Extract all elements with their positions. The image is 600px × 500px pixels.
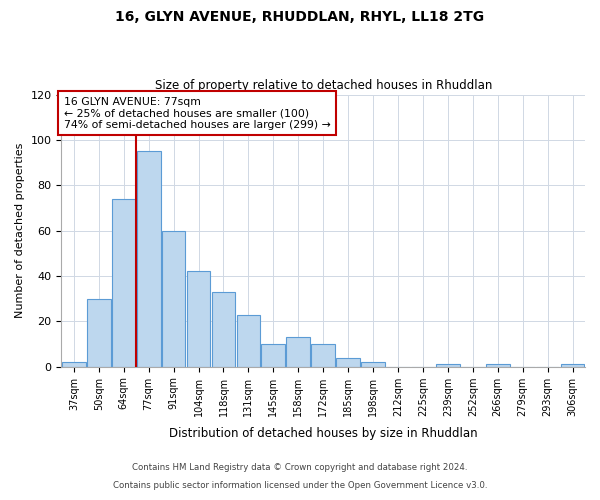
Bar [137, 151, 161, 366]
Bar [336, 358, 360, 366]
Bar [87, 298, 110, 366]
Bar [212, 292, 235, 366]
Bar [187, 272, 211, 366]
Bar [236, 314, 260, 366]
Bar [361, 362, 385, 366]
Bar [286, 337, 310, 366]
Y-axis label: Number of detached properties: Number of detached properties [15, 143, 25, 318]
Bar [162, 230, 185, 366]
Text: Contains public sector information licensed under the Open Government Licence v3: Contains public sector information licen… [113, 481, 487, 490]
Bar [436, 364, 460, 366]
Bar [560, 364, 584, 366]
Title: Size of property relative to detached houses in Rhuddlan: Size of property relative to detached ho… [155, 79, 492, 92]
Bar [262, 344, 285, 366]
Text: Contains HM Land Registry data © Crown copyright and database right 2024.: Contains HM Land Registry data © Crown c… [132, 464, 468, 472]
Bar [62, 362, 86, 366]
Bar [112, 199, 136, 366]
Bar [311, 344, 335, 366]
Text: 16 GLYN AVENUE: 77sqm
← 25% of detached houses are smaller (100)
74% of semi-det: 16 GLYN AVENUE: 77sqm ← 25% of detached … [64, 97, 331, 130]
X-axis label: Distribution of detached houses by size in Rhuddlan: Distribution of detached houses by size … [169, 427, 478, 440]
Bar [486, 364, 509, 366]
Text: 16, GLYN AVENUE, RHUDDLAN, RHYL, LL18 2TG: 16, GLYN AVENUE, RHUDDLAN, RHYL, LL18 2T… [115, 10, 485, 24]
